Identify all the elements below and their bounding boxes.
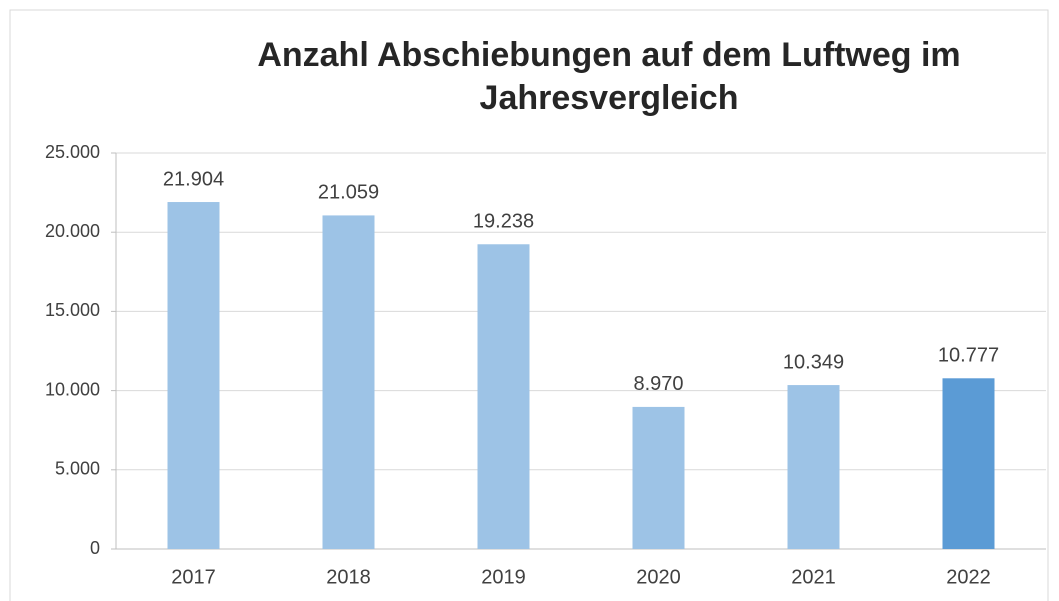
y-tick-label: 25.000 [45, 142, 100, 162]
data-label: 21.904 [163, 168, 224, 190]
y-tick-label: 0 [90, 538, 100, 558]
bar [942, 378, 995, 549]
bar [322, 215, 375, 549]
x-tick-label: 2022 [946, 566, 991, 588]
data-label: 10.777 [938, 345, 999, 367]
data-label: 19.238 [473, 211, 534, 233]
chart-title: Anzahl Abschiebungen auf dem Luftweg im [257, 36, 960, 74]
chart-title: Jahresvergleich [480, 79, 739, 117]
y-tick-label: 20.000 [45, 221, 100, 241]
data-label: 10.349 [783, 351, 844, 373]
bar [167, 202, 220, 549]
x-tick-label: 2017 [171, 566, 216, 588]
x-tick-label: 2020 [636, 566, 681, 588]
x-tick-label: 2021 [791, 566, 836, 588]
y-tick-label: 5.000 [55, 459, 100, 479]
y-tick-label: 10.000 [45, 379, 100, 399]
x-tick-label: 2018 [326, 566, 371, 588]
data-label: 8.970 [633, 373, 683, 395]
bar [477, 244, 530, 549]
x-tick-label: 2019 [481, 566, 526, 588]
data-label: 21.059 [318, 182, 379, 204]
bar [632, 406, 685, 549]
bar [787, 385, 840, 549]
y-tick-label: 15.000 [45, 300, 100, 320]
